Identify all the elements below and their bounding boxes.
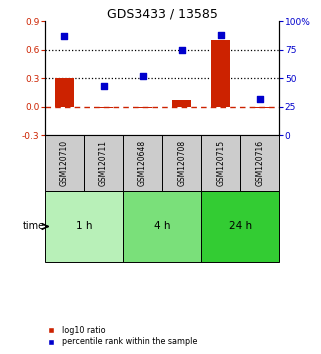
- Text: GSM120708: GSM120708: [177, 140, 186, 186]
- Text: 24 h: 24 h: [229, 222, 252, 232]
- Text: GSM120648: GSM120648: [138, 140, 147, 186]
- Title: GDS3433 / 13585: GDS3433 / 13585: [107, 7, 218, 20]
- Bar: [211, 40, 230, 107]
- Bar: [45, 191, 123, 262]
- Text: 4 h: 4 h: [154, 222, 170, 232]
- Bar: [240, 135, 279, 191]
- Point: [218, 32, 223, 38]
- Point: [62, 33, 67, 39]
- Point: [257, 96, 262, 102]
- Bar: [123, 191, 201, 262]
- Text: time: time: [23, 222, 45, 232]
- Bar: [55, 78, 74, 107]
- Bar: [201, 135, 240, 191]
- Text: GSM120711: GSM120711: [99, 140, 108, 186]
- Bar: [162, 135, 201, 191]
- Bar: [133, 107, 152, 108]
- Text: 1 h: 1 h: [76, 222, 92, 232]
- Point: [101, 84, 106, 89]
- Bar: [201, 191, 279, 262]
- Point: [179, 47, 184, 53]
- Legend: log10 ratio, percentile rank within the sample: log10 ratio, percentile rank within the …: [43, 326, 197, 347]
- Bar: [123, 135, 162, 191]
- Text: GSM120715: GSM120715: [216, 140, 225, 186]
- Bar: [45, 135, 84, 191]
- Bar: [250, 107, 270, 108]
- Bar: [172, 99, 191, 107]
- Text: GSM120716: GSM120716: [255, 140, 264, 186]
- Bar: [94, 107, 113, 108]
- Point: [140, 73, 145, 79]
- Text: GSM120710: GSM120710: [60, 140, 69, 186]
- Bar: [84, 135, 123, 191]
